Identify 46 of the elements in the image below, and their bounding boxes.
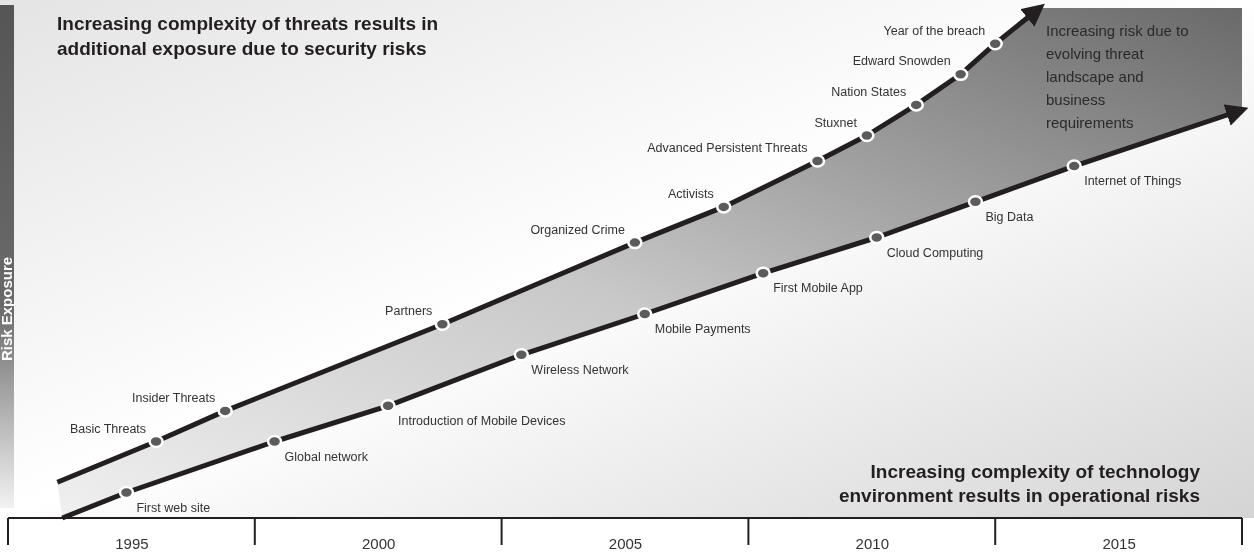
point bbox=[755, 266, 771, 280]
annotation: Organized Crime bbox=[530, 222, 625, 237]
annotation: Insider Threats bbox=[132, 390, 216, 405]
point bbox=[627, 235, 643, 250]
point bbox=[636, 307, 653, 321]
annotation: Increasing complexity of technology environment results in operational risks bbox=[838, 461, 1201, 506]
point bbox=[952, 67, 969, 82]
x-tick-label: 2005 bbox=[608, 534, 643, 552]
annotation: Edward Snowden bbox=[852, 54, 951, 69]
point bbox=[434, 317, 451, 331]
annotation: Internet of Things bbox=[1084, 174, 1182, 189]
point bbox=[148, 434, 164, 449]
point bbox=[809, 154, 826, 168]
annotation: Big Data bbox=[985, 209, 1034, 224]
annotation: Nation States bbox=[831, 84, 907, 99]
x-tick-label: 2000 bbox=[362, 534, 396, 552]
annotation: First web site bbox=[136, 500, 211, 515]
point bbox=[715, 200, 732, 214]
annotation: Partners bbox=[385, 304, 433, 319]
annotation: Cloud Computing bbox=[886, 245, 984, 260]
annotation: Advanced Persistent Threats bbox=[647, 141, 808, 155]
annotation: Global network bbox=[284, 449, 369, 464]
annotation: Year of the breach bbox=[883, 23, 986, 38]
text: Increasing complexity of threats results in additional exposure due to security risks bbox=[57, 13, 439, 59]
annotation: Wireless Network bbox=[531, 362, 630, 377]
point bbox=[1066, 159, 1082, 173]
annotation: Introduction of Mobile Devices bbox=[398, 413, 566, 428]
y-axis-title: Risk Exposure bbox=[0, 256, 15, 362]
point bbox=[380, 399, 396, 413]
annotation: Mobile Payments bbox=[654, 322, 751, 336]
point bbox=[908, 98, 924, 112]
point bbox=[967, 195, 984, 209]
point bbox=[217, 404, 233, 418]
point bbox=[859, 128, 875, 143]
x-tick-label: 1995 bbox=[115, 534, 149, 552]
annotation: Basic Threats bbox=[69, 421, 147, 436]
annotation: First Mobile App bbox=[773, 281, 863, 296]
point bbox=[868, 230, 885, 245]
point bbox=[118, 485, 135, 500]
x-tick-label: 2010 bbox=[855, 534, 889, 552]
annotation: Stuxnet bbox=[814, 115, 858, 130]
annotation: Activists bbox=[667, 186, 714, 201]
x-tick-label: 2015 bbox=[1102, 534, 1136, 552]
point bbox=[513, 348, 530, 362]
point bbox=[987, 36, 1003, 51]
annotation: Increasing risk due to evolving threat landscape and business requirements bbox=[1046, 22, 1189, 131]
